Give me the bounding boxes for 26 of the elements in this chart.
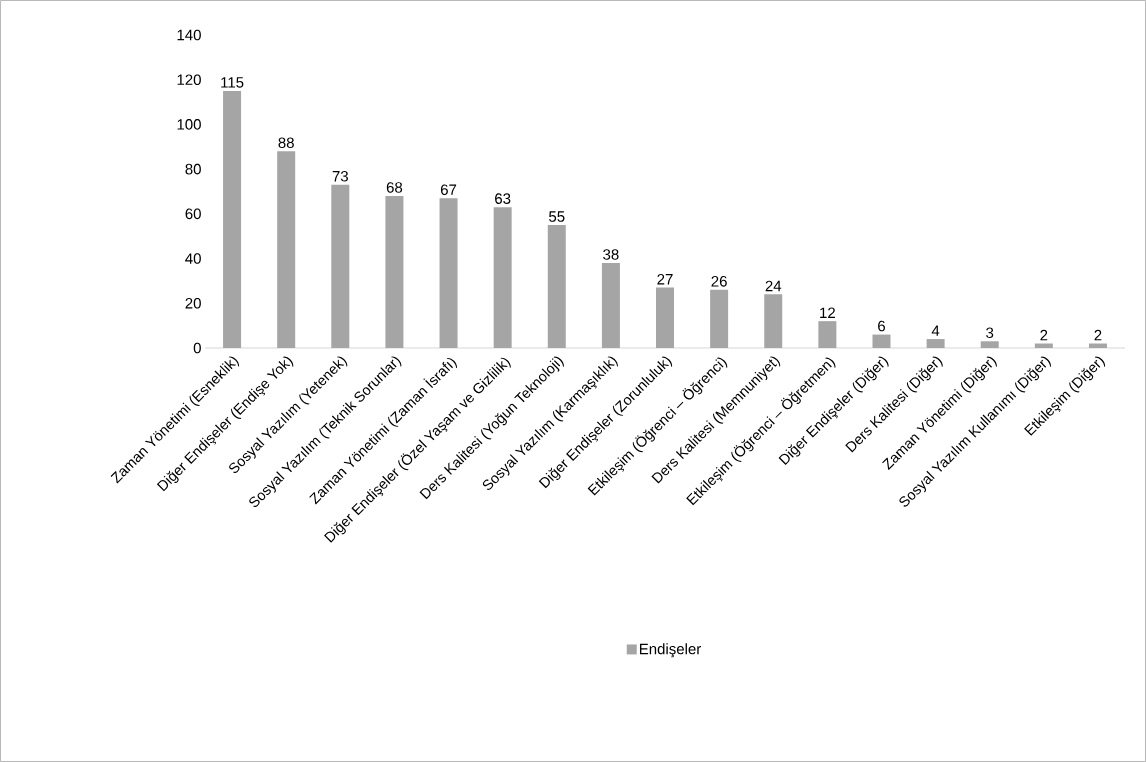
data-label: 27 — [657, 273, 673, 285]
y-tick-label: 140 — [177, 29, 201, 41]
data-label: 68 — [386, 182, 403, 193]
y-tick-label: 40 — [185, 253, 201, 264]
y-tick-label: 100 — [177, 119, 201, 130]
data-label: 88 — [278, 137, 294, 149]
legend-label: Endişeler — [639, 643, 702, 658]
data-label: 12 — [820, 307, 835, 318]
data-label: 24 — [765, 280, 782, 292]
y-tick-label: 120 — [177, 74, 201, 85]
data-label: 26 — [711, 276, 727, 287]
data-label: 38 — [603, 249, 619, 260]
data-label: 4 — [931, 325, 940, 336]
data-label: 115 — [221, 77, 244, 88]
data-label: 3 — [986, 327, 994, 339]
y-tick-label: 0 — [193, 342, 201, 354]
data-label: 2 — [1040, 329, 1048, 341]
data-label: 55 — [549, 211, 565, 222]
data-label: 67 — [440, 184, 457, 195]
data-label: 73 — [332, 170, 348, 182]
data-label: 6 — [878, 320, 885, 332]
data-label: 63 — [495, 193, 511, 204]
y-tick-label: 80 — [185, 163, 201, 175]
y-tick-label: 20 — [185, 297, 201, 309]
y-tick-label: 60 — [185, 208, 201, 220]
data-label: 2 — [1094, 329, 1102, 341]
